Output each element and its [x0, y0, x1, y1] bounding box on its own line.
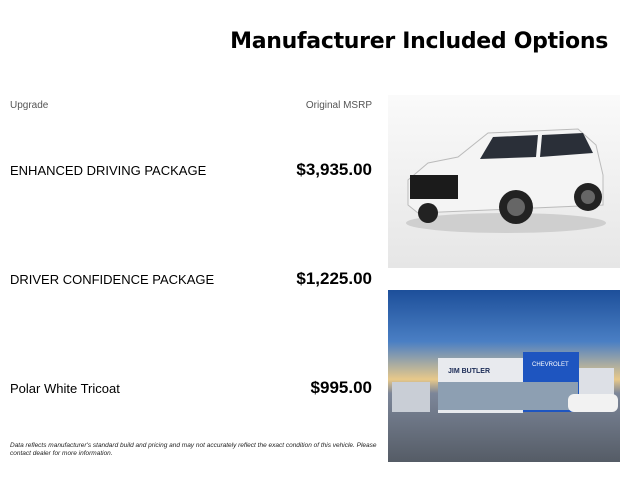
option-name: ENHANCED DRIVING PACKAGE — [10, 163, 207, 178]
page-title: Manufacturer Included Options — [230, 29, 608, 54]
msrp-header: Original MSRP — [305, 100, 372, 111]
upgrade-header: Upgrade — [10, 100, 49, 111]
option-price: $995.00 — [310, 378, 372, 397]
disclaimer: Data reflects manufacturer's standard bu… — [10, 442, 377, 457]
dealer-sign: JIM BUTLER — [448, 368, 490, 375]
brand-sign: CHEVROLET — [532, 362, 569, 368]
dealership-photo: JIM BUTLER CHEVROLET — [388, 290, 620, 462]
option-name: Polar White Tricoat — [10, 381, 120, 396]
vehicle-photo — [388, 95, 620, 268]
option-price: $3,935.00 — [296, 160, 372, 179]
option-name: DRIVER CONFIDENCE PACKAGE — [10, 272, 215, 287]
option-price: $1,225.00 — [296, 269, 372, 288]
